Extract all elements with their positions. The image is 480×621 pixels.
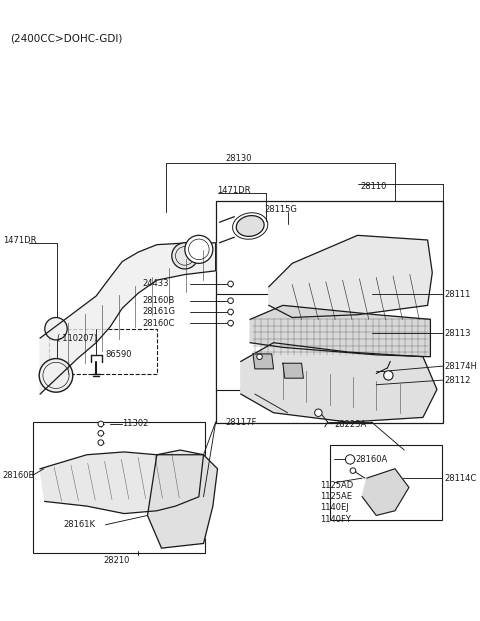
Text: 28115G: 28115G — [264, 205, 297, 214]
Polygon shape — [283, 363, 303, 378]
Bar — [216, 294, 348, 391]
Polygon shape — [147, 455, 217, 548]
Ellipse shape — [43, 362, 69, 389]
Text: 1125AE: 1125AE — [320, 492, 352, 501]
Text: 28160A: 28160A — [356, 455, 388, 464]
Text: (-110207): (-110207) — [56, 333, 97, 343]
Polygon shape — [253, 354, 274, 369]
Ellipse shape — [98, 430, 104, 436]
Text: 28111: 28111 — [444, 289, 471, 299]
Ellipse shape — [172, 243, 198, 269]
Text: 28161G: 28161G — [143, 307, 176, 317]
Polygon shape — [362, 469, 409, 515]
Text: 1140EJ: 1140EJ — [320, 504, 349, 512]
Ellipse shape — [39, 358, 73, 392]
Text: 86590: 86590 — [106, 350, 132, 360]
Text: 28114C: 28114C — [444, 474, 477, 483]
Text: 11302: 11302 — [122, 419, 149, 428]
Text: 28110: 28110 — [360, 183, 387, 191]
Text: 28161K: 28161K — [63, 520, 96, 529]
Text: 1125AD: 1125AD — [320, 481, 353, 490]
Text: 1140FY: 1140FY — [320, 515, 351, 524]
Ellipse shape — [98, 421, 104, 427]
Text: 28112: 28112 — [444, 376, 471, 384]
Text: 28210: 28210 — [104, 556, 130, 564]
Ellipse shape — [384, 371, 393, 380]
Polygon shape — [40, 450, 204, 514]
Ellipse shape — [98, 440, 104, 445]
Ellipse shape — [228, 320, 233, 326]
Ellipse shape — [185, 235, 213, 263]
Text: 28113: 28113 — [444, 329, 471, 338]
Ellipse shape — [228, 281, 233, 287]
Bar — [33, 422, 205, 553]
Text: 1471DR: 1471DR — [3, 237, 36, 245]
Text: 28130: 28130 — [225, 154, 252, 163]
Ellipse shape — [236, 215, 264, 237]
Ellipse shape — [228, 309, 233, 315]
Ellipse shape — [346, 455, 355, 464]
Ellipse shape — [176, 247, 194, 265]
Ellipse shape — [257, 354, 263, 360]
Ellipse shape — [350, 468, 356, 473]
Polygon shape — [241, 343, 437, 422]
Text: 24433: 24433 — [143, 279, 169, 288]
Text: 28117F: 28117F — [225, 417, 256, 427]
Text: 28160C: 28160C — [143, 319, 175, 328]
Text: 1471DR: 1471DR — [217, 186, 251, 195]
Bar — [216, 201, 444, 423]
Ellipse shape — [228, 298, 233, 304]
Text: 28160B: 28160B — [143, 296, 175, 305]
Ellipse shape — [314, 409, 322, 417]
Text: (2400CC>DOHC-GDI): (2400CC>DOHC-GDI) — [10, 34, 122, 43]
Bar — [49, 329, 157, 373]
Polygon shape — [250, 306, 431, 356]
Text: 28160B: 28160B — [3, 471, 35, 480]
Bar — [330, 445, 442, 520]
Ellipse shape — [189, 239, 209, 260]
Polygon shape — [269, 235, 432, 317]
Text: 28223A: 28223A — [334, 420, 366, 429]
Text: 28174H: 28174H — [444, 361, 477, 371]
Polygon shape — [40, 243, 216, 394]
Ellipse shape — [45, 317, 67, 340]
